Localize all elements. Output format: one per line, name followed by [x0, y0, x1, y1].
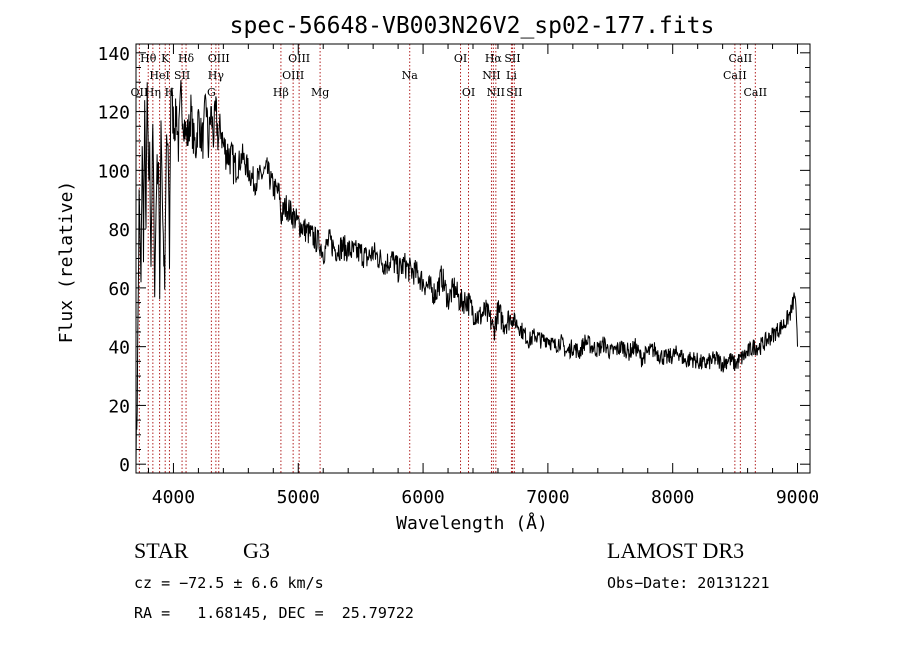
spectral-line-label: G [207, 86, 216, 99]
y-tick-label: 120 [97, 103, 130, 124]
x-tick-label: 8000 [651, 487, 694, 508]
observation-date: Obs−Date: 20131221 [607, 574, 770, 592]
spectral-line-label: H [165, 86, 175, 99]
spectral-line-label: Hγ [208, 69, 225, 82]
chart-title: spec-56648-VB003N26V2_sp02-177.fits [230, 13, 715, 39]
x-tick-label: 9000 [776, 487, 819, 508]
y-tick-label: 140 [97, 44, 130, 65]
spectral-line-label: NII [487, 86, 505, 99]
spectral-line-label: OI [454, 52, 467, 65]
spectral-line-label: OIII [208, 52, 230, 65]
y-axis-label: Flux (relative) [56, 181, 77, 344]
coordinates: RA = 1.68145, DEC = 25.79722 [134, 604, 414, 622]
spectral-line-label: Hβ [273, 86, 289, 99]
spectral-line-label: NII [482, 69, 500, 82]
x-axis-label: Wavelength (Å) [396, 512, 548, 534]
x-tick-label: 5000 [277, 487, 320, 508]
spectral-line-label: OI [462, 86, 475, 99]
spectral-line-label: Hα [485, 52, 503, 65]
x-tick-label: 6000 [401, 487, 444, 508]
spectral-line-label: SII [174, 69, 190, 82]
spectrum-line [135, 80, 798, 465]
spectral-line-markers [138, 44, 756, 473]
spectral-line-label: CaII [729, 52, 753, 65]
x-tick-label: 4000 [152, 487, 195, 508]
y-tick-label: 40 [108, 338, 130, 359]
y-tick-label: 0 [119, 455, 130, 476]
spectral-line-label: OII [131, 86, 149, 99]
survey-name: LAMOST DR3 [607, 538, 745, 563]
spectral-line-label: OIII [282, 69, 304, 82]
spectral-line-label: Hδ [178, 52, 195, 65]
object-subclass: G3 [243, 538, 270, 563]
spectral-line-label: CaII [743, 86, 767, 99]
x-tick-label: 7000 [526, 487, 569, 508]
spectral-line-label: Mg [311, 86, 329, 99]
redshift-velocity: cz = −72.5 ± 6.6 km/s [134, 574, 324, 592]
y-tick-label: 60 [108, 279, 130, 300]
spectral-line-label: HeI [149, 69, 169, 82]
object-class: STAR [134, 538, 189, 563]
axis-ticks: 4000 5000 6000 7000 8000 9000 0 20 40 60 80 100 120 1… [97, 44, 819, 508]
y-tick-label: 20 [108, 396, 130, 417]
spectral-line-label: OIII [288, 52, 310, 65]
spectral-line-label: Hθ [140, 52, 157, 65]
y-tick-label: 80 [108, 220, 130, 241]
y-tick-label: 100 [97, 161, 130, 182]
spectral-line-label: Hη [145, 86, 161, 99]
plot-frame [135, 43, 811, 474]
spectral-line-label: K [161, 52, 170, 65]
spectral-line-label: SII [506, 86, 522, 99]
spectral-line-label: Na [402, 69, 419, 82]
spectral-line-label: SII [504, 52, 520, 65]
spectral-line-label: CaII [723, 69, 747, 82]
spectral-line-label: Li [506, 69, 517, 82]
